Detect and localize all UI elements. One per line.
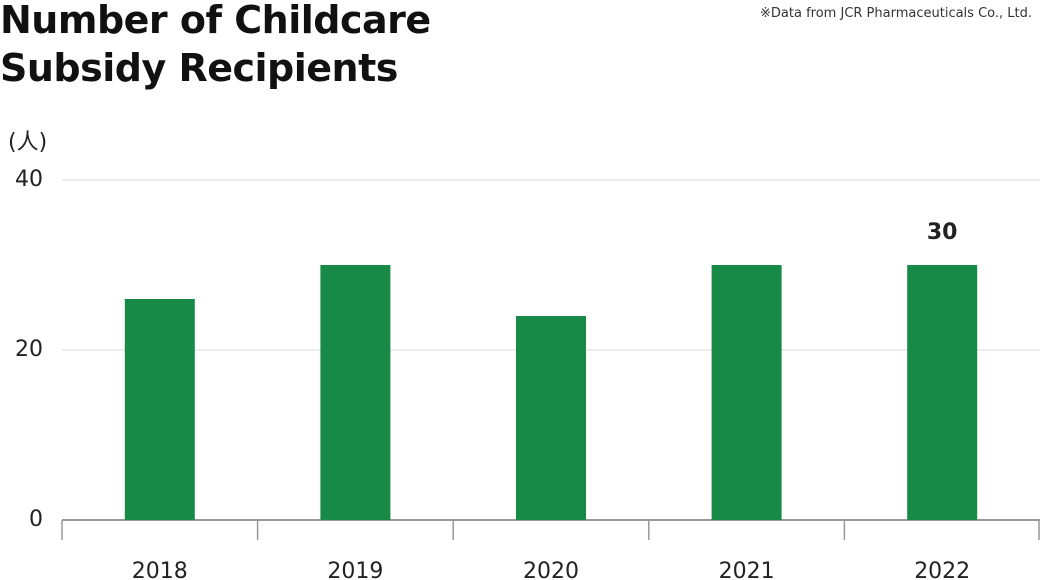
bar xyxy=(320,265,391,520)
x-tick-label: 2019 xyxy=(327,559,383,580)
bar xyxy=(711,265,782,520)
source-note: ※Data from JCR Pharmaceuticals Co., Ltd. xyxy=(760,6,1032,21)
chart-title: Number of Childcare Subsidy Recipients xyxy=(0,0,431,90)
x-tick-label: 2021 xyxy=(719,559,775,580)
x-tick-label: 2018 xyxy=(132,559,188,580)
y-tick-label: 0 xyxy=(29,507,43,532)
value-label: 30 xyxy=(927,220,958,245)
y-axis-label: (人) xyxy=(8,130,47,155)
x-tick-label: 2022 xyxy=(914,559,970,580)
y-tick-label: 20 xyxy=(15,337,43,362)
bar xyxy=(907,265,978,520)
bar xyxy=(516,316,586,520)
y-tick-label: 40 xyxy=(15,167,43,192)
x-tick-label: 2020 xyxy=(523,559,579,580)
bar xyxy=(124,299,195,520)
